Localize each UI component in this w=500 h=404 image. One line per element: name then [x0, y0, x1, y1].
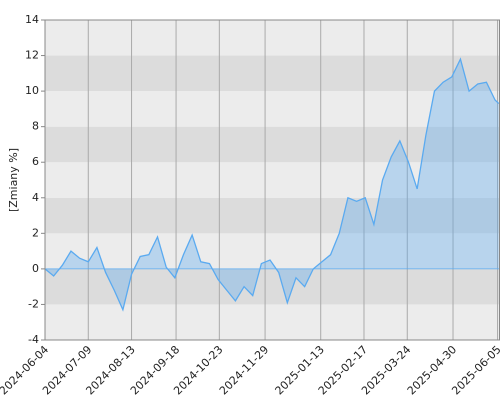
y-tick-label: 8	[32, 120, 39, 133]
y-tick-label: 14	[25, 13, 39, 26]
grid-band	[45, 55, 500, 92]
y-tick-label: 10	[25, 84, 39, 97]
grid-band	[45, 304, 500, 340]
grid-band	[45, 162, 500, 198]
y-tick-label: -2	[28, 297, 39, 310]
y-tick-label: 0	[32, 262, 39, 275]
y-tick-label: 4	[32, 191, 39, 204]
area	[45, 59, 499, 310]
y-axis-label: [Zmiany %]	[7, 148, 20, 212]
y-tick-label: 6	[32, 155, 39, 168]
y-tick-label: -4	[28, 333, 39, 346]
y-tick-label: 12	[25, 49, 39, 62]
grid-band	[45, 268, 500, 305]
line	[44, 57, 500, 312]
grid-band	[45, 20, 500, 56]
y-tick-label: 2	[32, 226, 39, 239]
grid-band	[45, 197, 500, 234]
grid-band	[45, 91, 500, 127]
x-tick-label: 2024-11-29	[217, 343, 271, 397]
